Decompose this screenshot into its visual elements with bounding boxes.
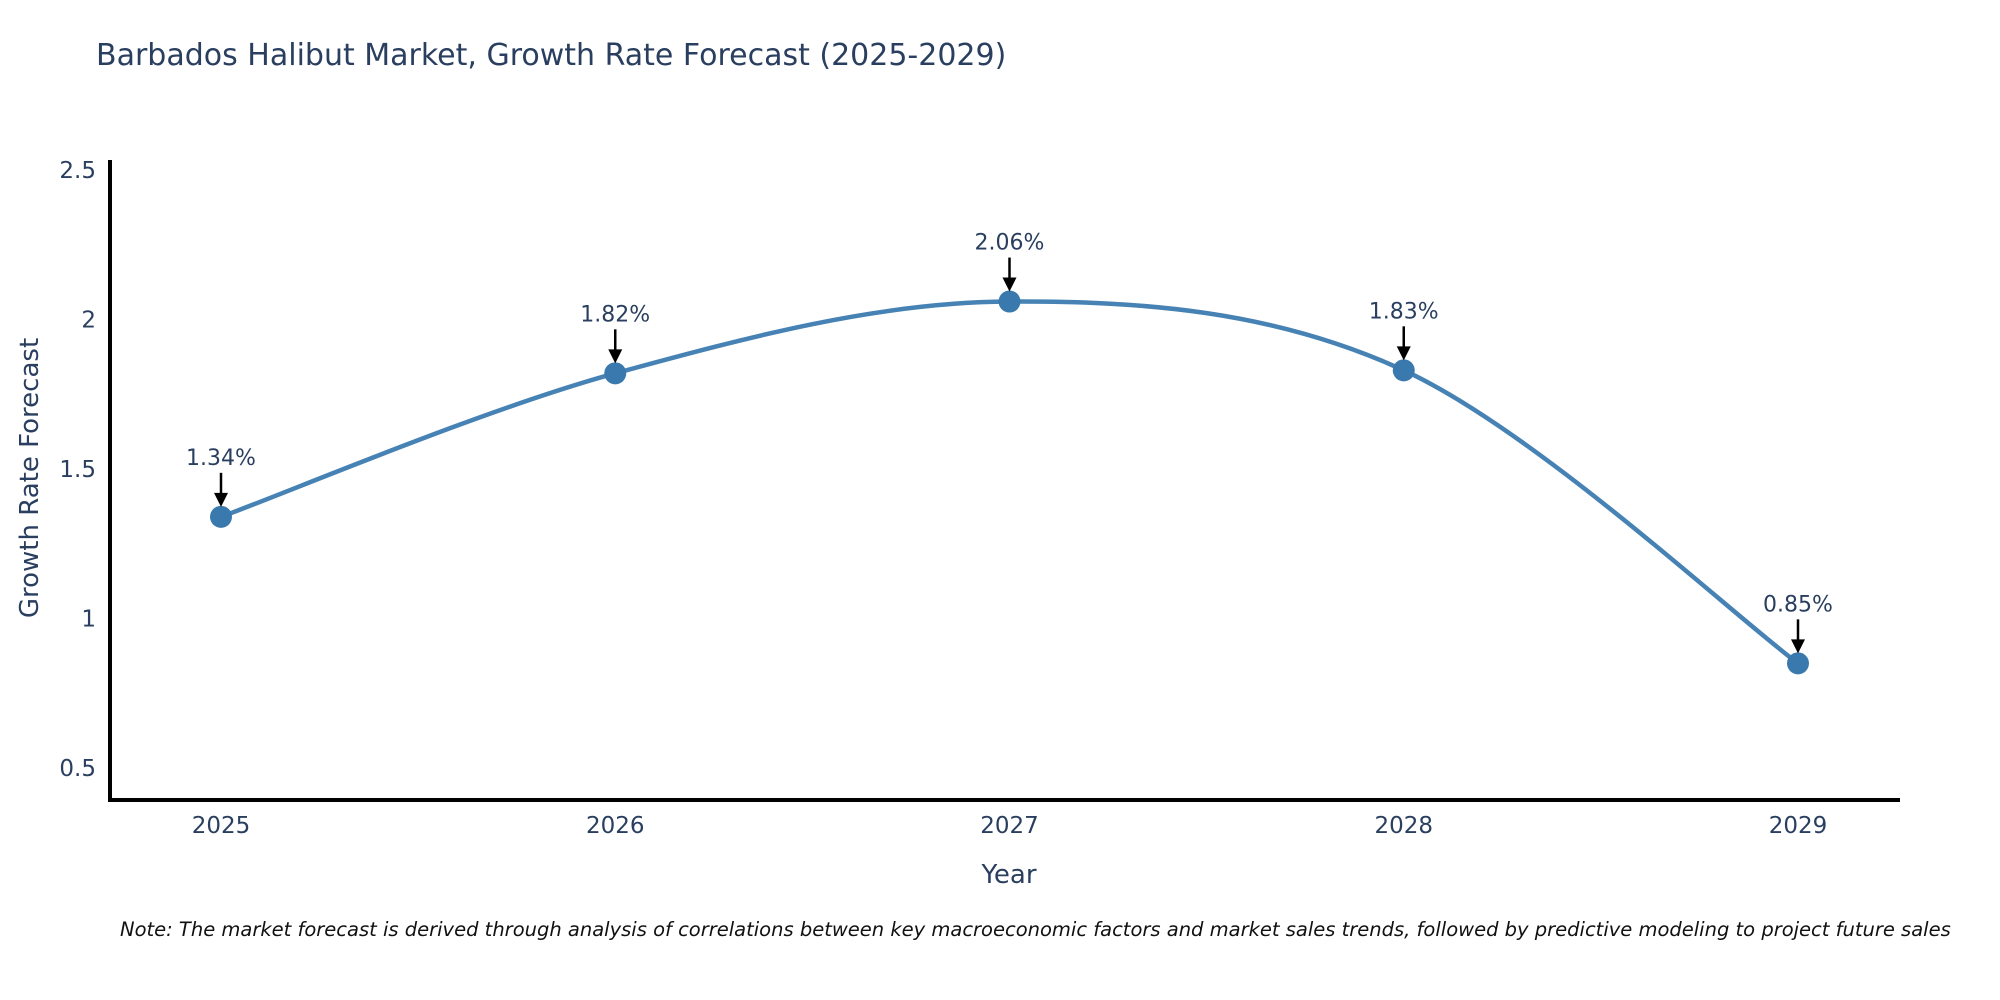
x-tick-label: 2029 [1769,813,1828,839]
data-point-marker [1392,359,1415,382]
point-annotation: 1.82% [580,302,650,327]
point-annotation: 1.34% [186,446,256,471]
data-point-marker [1787,652,1809,675]
point-annotation: 2.06% [975,231,1045,256]
point-annotation: 0.85% [1763,592,1833,617]
y-tick-label: 0.5 [59,756,96,782]
x-tick-label: 2027 [980,813,1039,839]
y-tick-label: 2.5 [59,158,96,184]
y-tick-label: 1 [81,607,96,633]
data-point-marker [998,290,1021,313]
x-tick-label: 2026 [586,813,645,839]
y-axis-title: Growth Rate Forecast [15,337,45,619]
data-point-marker [210,505,232,528]
annotation-arrowhead [214,492,228,507]
point-annotation: 1.83% [1369,299,1439,324]
series-line [218,299,1801,666]
annotation-arrowhead [1396,346,1411,361]
x-axis-title: Year [981,860,1037,890]
annotation-arrowhead [608,349,623,364]
annotation-arrowhead [1791,639,1805,654]
x-tick-label: 2028 [1374,813,1433,839]
x-tick-label: 2025 [192,813,251,839]
y-tick-label: 1.5 [59,457,96,483]
footnote: Note: The market forecast is derived thr… [120,918,1951,941]
chart-title: Barbados Halibut Market, Growth Rate For… [96,38,1007,73]
data-point-marker [604,362,627,385]
annotation-arrowhead [1002,277,1017,292]
y-tick-label: 2 [81,308,96,334]
